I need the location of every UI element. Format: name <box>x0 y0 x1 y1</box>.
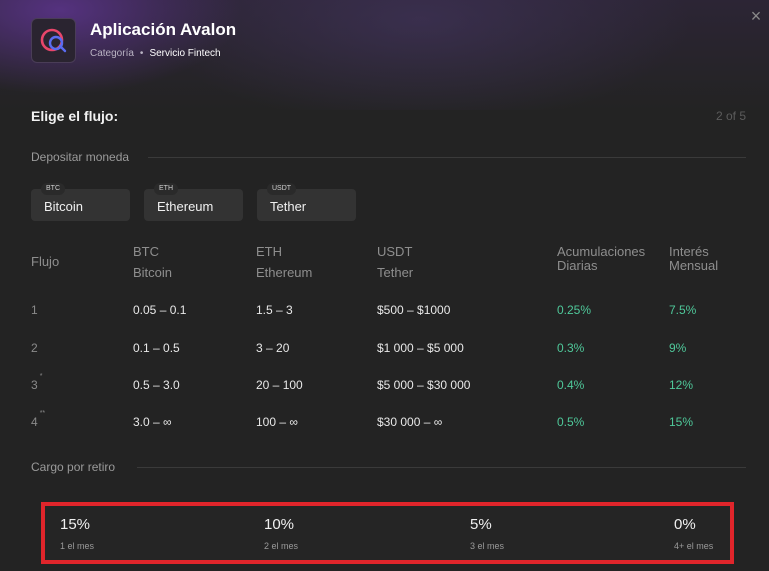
row-1-daily: 0.25% <box>557 303 592 317</box>
avalon-logo-icon <box>31 18 76 63</box>
fee-item-2: 10% 2 el mes <box>264 516 298 551</box>
withdrawal-divider <box>137 467 746 468</box>
header-btc-code: BTC <box>133 244 159 259</box>
header-usdt-name: Tether <box>377 265 414 280</box>
coin-tag: USDT <box>267 183 297 195</box>
row-1-btc: 0.05 – 0.1 <box>133 303 187 317</box>
coin-name: Tether <box>270 199 307 214</box>
app-service: Servicio Fintech <box>149 48 221 59</box>
deposit-section-label: Depositar moneda <box>31 150 130 164</box>
app-title: Aplicación Avalon <box>90 20 237 39</box>
fee-period: 4+ el mes <box>674 541 714 551</box>
fee-item-3: 5% 3 el mes <box>470 516 504 551</box>
meta-separator: • <box>139 48 144 59</box>
row-4-flujo: 4** <box>31 410 46 429</box>
coin-name: Bitcoin <box>44 199 84 214</box>
row-2-daily: 0.3% <box>557 341 585 355</box>
row-3-daily: 0.4% <box>557 378 585 392</box>
close-icon[interactable]: × <box>750 6 762 26</box>
coin-chip-usdt[interactable]: USDT Tether <box>257 183 356 221</box>
step-indicator: 2 of 5 <box>715 109 746 123</box>
header-btc-name: Bitcoin <box>133 265 173 280</box>
row-1-monthly: 7.5% <box>669 303 697 317</box>
header-daily-2: Diarias <box>557 258 598 273</box>
withdrawal-fees-highlight: 15% 1 el mes 10% 2 el mes 5% 3 el mes 0%… <box>41 502 734 564</box>
row-4-btc: 3.0 – ∞ <box>133 415 172 429</box>
row-2-usdt: $1 000 – $5 000 <box>377 341 464 355</box>
row-3-flujo: 3* <box>31 373 43 392</box>
coin-name: Ethereum <box>157 199 214 214</box>
header-eth-name: Ethereum <box>256 265 313 280</box>
row-4-monthly: 15% <box>669 415 694 429</box>
row-2-monthly: 9% <box>669 341 687 355</box>
deposit-divider <box>148 157 746 158</box>
fee-percent: 0% <box>674 516 696 533</box>
fee-percent: 5% <box>470 516 492 533</box>
header-monthly-1: Interés <box>669 244 709 259</box>
row-2-btc: 0.1 – 0.5 <box>133 341 180 355</box>
row-3-monthly: 12% <box>669 378 694 392</box>
row-2-eth: 3 – 20 <box>256 341 290 355</box>
header-background <box>0 0 769 110</box>
coin-chip-eth[interactable]: ETH Ethereum <box>144 183 243 221</box>
row-4-daily: 0.5% <box>557 415 585 429</box>
fee-period: 2 el mes <box>264 541 299 551</box>
header-eth-code: ETH <box>256 244 282 259</box>
fee-percent: 10% <box>264 516 295 533</box>
app-meta: Categoría • Servicio Fintech <box>90 48 221 59</box>
fee-item-1: 15% 1 el mes <box>60 516 94 551</box>
row-3-btc: 0.5 – 3.0 <box>133 378 180 392</box>
header-monthly-2: Mensual <box>669 258 719 273</box>
row-3-usdt: $5 000 – $30 000 <box>377 378 471 392</box>
fee-item-4: 0% 4+ el mes <box>674 516 713 551</box>
row-3-eth: 20 – 100 <box>256 378 303 392</box>
fee-period: 3 el mes <box>470 541 505 551</box>
coin-tag: ETH <box>154 183 178 195</box>
flow-title: Elige el flujo: <box>31 108 119 124</box>
row-1-flujo: 1 <box>31 303 38 317</box>
row-4-usdt: $30 000 – ∞ <box>377 415 443 429</box>
coin-chip-btc[interactable]: BTC Bitcoin <box>31 183 130 221</box>
withdrawal-section-label: Cargo por retiro <box>31 460 116 474</box>
app-category: Categoría <box>90 48 134 59</box>
row-1-usdt: $500 – $1000 <box>377 303 451 317</box>
coin-tag: BTC <box>41 183 65 195</box>
row-4-eth: 100 – ∞ <box>256 415 298 429</box>
fee-percent: 15% <box>60 516 91 533</box>
row-2-flujo: 2 <box>31 341 38 355</box>
header-flujo: Flujo <box>31 254 60 269</box>
header-usdt-code: USDT <box>377 244 413 259</box>
header-daily-1: Acumulaciones <box>557 244 646 259</box>
row-1-eth: 1.5 – 3 <box>256 303 293 317</box>
fee-period: 1 el mes <box>60 541 95 551</box>
